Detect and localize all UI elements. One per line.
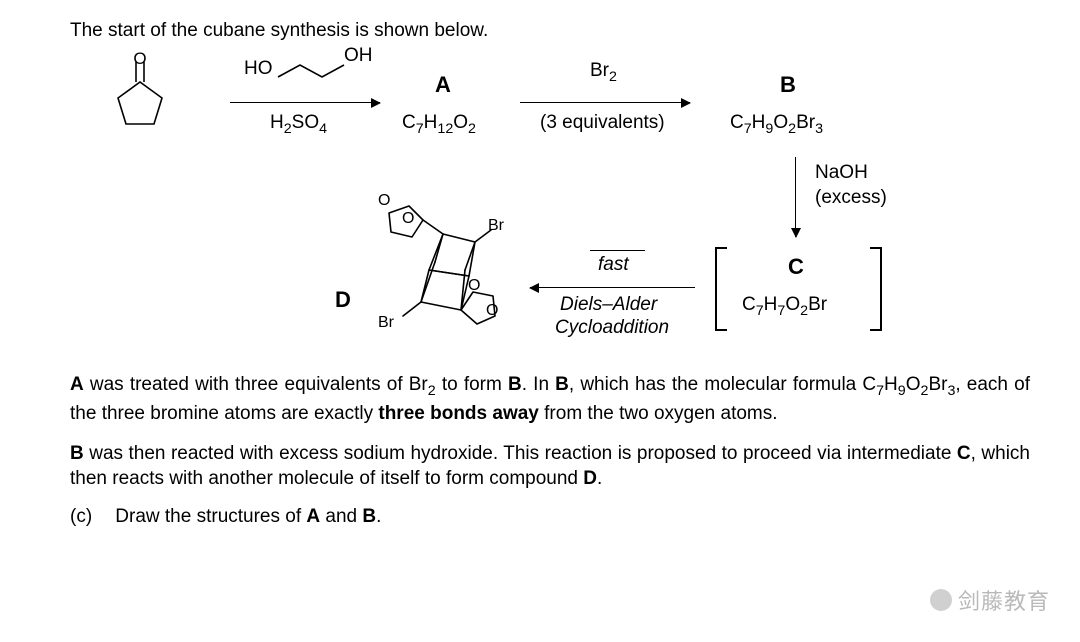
excess-label: (excess) — [815, 187, 887, 209]
d-o3: O — [468, 277, 480, 295]
bracket-right — [870, 247, 882, 331]
equivalents-label: (3 equivalents) — [540, 112, 665, 134]
fast-label: fast — [598, 254, 629, 276]
d-o1: O — [378, 192, 390, 210]
compound-b-formula: C7H9O2Br3 — [730, 112, 823, 137]
compound-c-label: C — [788, 254, 804, 280]
d-br1: Br — [488, 217, 504, 235]
glycol-oh-right: OH — [344, 45, 373, 67]
bracket-left — [715, 247, 727, 331]
compound-a-formula: C7H12O2 — [402, 112, 476, 137]
watermark-text: 剑藤教育 — [958, 584, 1050, 616]
svg-text:O: O — [133, 49, 146, 68]
part-label: (c) — [70, 506, 110, 528]
arrow-step4 — [530, 287, 695, 288]
d-br2: Br — [378, 314, 394, 332]
cycloaddition-label: Cycloaddition — [555, 317, 669, 339]
reaction-scheme: O HO OH H2SO4 A C7H12O2 Br2 (3 equivalen… — [100, 52, 1030, 362]
d-o4: O — [486, 302, 498, 320]
paragraph-1: A was treated with three equivalents of … — [70, 372, 1030, 427]
h2so4-label: H2SO4 — [270, 112, 327, 137]
paragraph-2: B was then reacted with excess sodium hy… — [70, 441, 1030, 492]
arrow-step2 — [520, 102, 690, 103]
cyclopentanone-structure: O — [100, 52, 180, 142]
glycol-oh-left: HO — [244, 58, 273, 80]
arrow-step1 — [230, 102, 380, 103]
br2-label: Br2 — [590, 60, 617, 85]
fast-overline — [590, 250, 645, 251]
compound-c-formula: C7H7O2Br — [742, 294, 827, 319]
arrow-step3 — [795, 157, 796, 237]
compound-a-label: A — [435, 72, 451, 98]
d-o2: O — [402, 210, 414, 228]
question-c: (c) Draw the structures of A and B. — [70, 506, 1030, 528]
watermark: 剑藤教育 — [930, 584, 1050, 616]
watermark-icon — [930, 589, 952, 611]
compound-d-label: D — [335, 287, 351, 313]
page: The start of the cubane synthesis is sho… — [0, 0, 1080, 528]
intro-text: The start of the cubane synthesis is sho… — [70, 20, 1030, 42]
diels-alder-label: Diels–Alder — [560, 294, 657, 316]
naoh-label: NaOH — [815, 162, 868, 184]
compound-b-label: B — [780, 72, 796, 98]
